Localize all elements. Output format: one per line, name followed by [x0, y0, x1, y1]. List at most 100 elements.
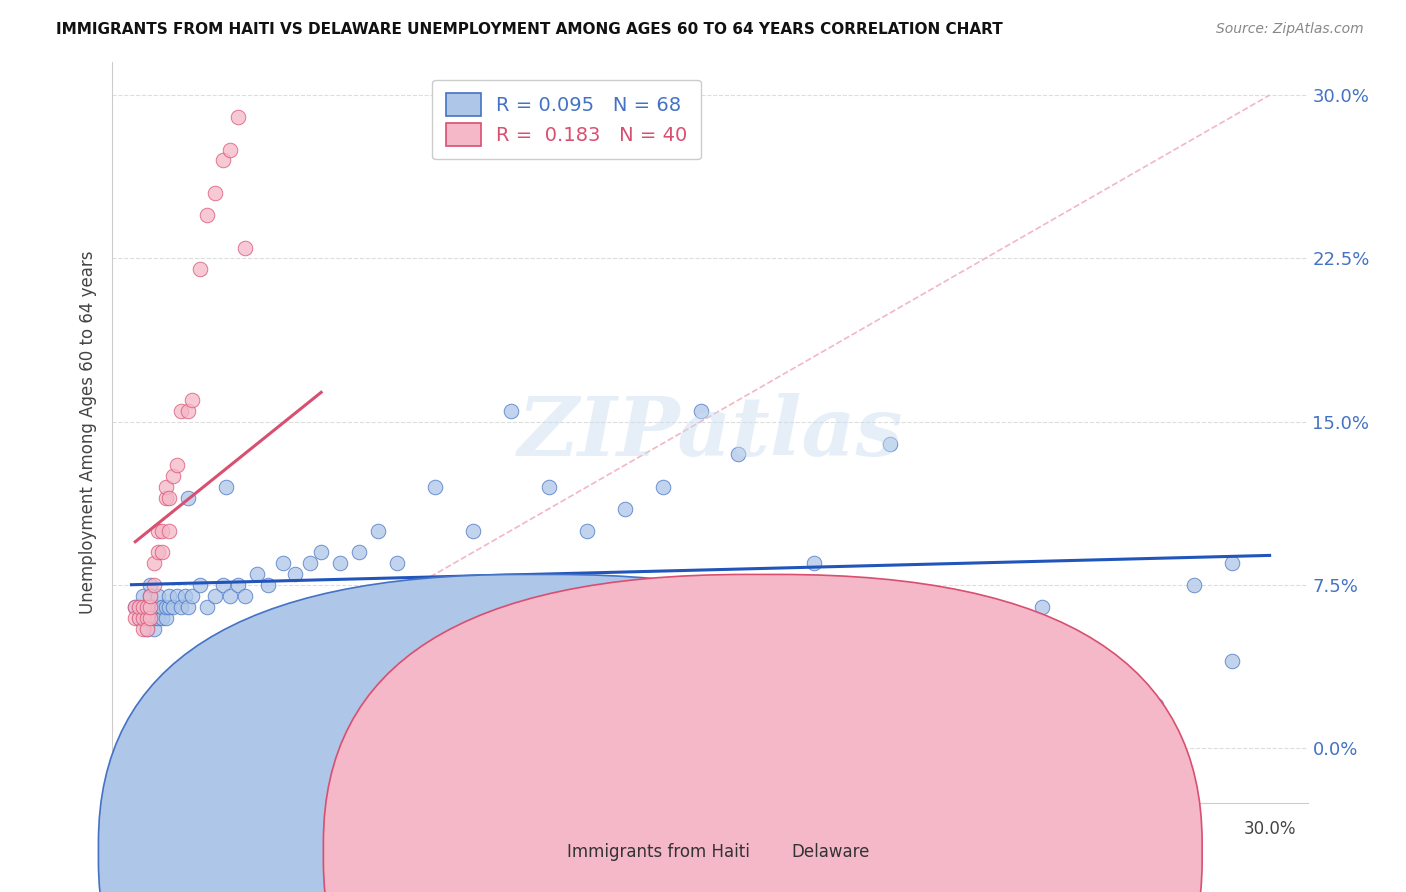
- Point: [188, 262, 211, 277]
- Point: [155, 599, 177, 614]
- Point: [139, 599, 162, 614]
- Text: ZIPatlas: ZIPatlas: [517, 392, 903, 473]
- Point: [385, 556, 408, 570]
- Point: [146, 589, 169, 603]
- Point: [461, 524, 484, 538]
- Point: [143, 578, 166, 592]
- Point: [139, 599, 162, 614]
- Point: [132, 599, 155, 614]
- Point: [246, 622, 269, 636]
- Text: Source: ZipAtlas.com: Source: ZipAtlas.com: [1216, 22, 1364, 37]
- Point: [128, 599, 150, 614]
- Point: [135, 611, 157, 625]
- Point: [170, 599, 193, 614]
- Point: [177, 491, 200, 505]
- Point: [211, 153, 233, 168]
- Point: [150, 599, 173, 614]
- Point: [166, 589, 188, 603]
- Point: [257, 654, 280, 668]
- Point: [226, 110, 249, 124]
- Point: [139, 578, 162, 592]
- Point: [128, 599, 150, 614]
- Point: [177, 599, 200, 614]
- Point: [257, 578, 280, 592]
- Point: [155, 480, 177, 494]
- Point: [157, 491, 180, 505]
- Point: [204, 589, 226, 603]
- Text: Immigrants from Haiti: Immigrants from Haiti: [567, 843, 749, 861]
- Point: [181, 589, 204, 603]
- Point: [1069, 698, 1091, 712]
- Point: [135, 599, 157, 614]
- Point: [233, 240, 256, 255]
- Point: [188, 578, 211, 592]
- Point: [139, 611, 162, 625]
- Point: [1182, 578, 1205, 592]
- Point: [124, 599, 146, 614]
- Point: [146, 611, 169, 625]
- FancyBboxPatch shape: [98, 574, 977, 892]
- Point: [204, 186, 226, 200]
- Y-axis label: Unemployment Among Ages 60 to 64 years: Unemployment Among Ages 60 to 64 years: [79, 251, 97, 615]
- Point: [132, 611, 155, 625]
- Point: [291, 654, 314, 668]
- Point: [879, 436, 901, 450]
- Point: [537, 480, 560, 494]
- Point: [155, 611, 177, 625]
- Point: [329, 556, 352, 570]
- Point: [233, 589, 256, 603]
- Point: [135, 599, 157, 614]
- Point: [155, 491, 177, 505]
- Point: [139, 611, 162, 625]
- Point: [162, 469, 184, 483]
- Point: [309, 545, 332, 559]
- Point: [135, 622, 157, 636]
- Text: Delaware: Delaware: [792, 843, 870, 861]
- Point: [132, 611, 155, 625]
- Point: [347, 545, 370, 559]
- Point: [177, 404, 200, 418]
- Point: [162, 599, 184, 614]
- Point: [195, 208, 218, 222]
- Point: [1220, 556, 1243, 570]
- Point: [135, 611, 157, 625]
- Point: [727, 447, 749, 461]
- Point: [651, 480, 673, 494]
- Point: [143, 611, 166, 625]
- Point: [132, 599, 155, 614]
- Point: [284, 567, 307, 582]
- Point: [146, 524, 169, 538]
- Point: [139, 589, 162, 603]
- Point: [367, 524, 389, 538]
- Point: [128, 611, 150, 625]
- Point: [271, 665, 294, 680]
- Text: 0.0%: 0.0%: [111, 821, 152, 838]
- Point: [132, 622, 155, 636]
- Text: IMMIGRANTS FROM HAITI VS DELAWARE UNEMPLOYMENT AMONG AGES 60 TO 64 YEARS CORRELA: IMMIGRANTS FROM HAITI VS DELAWARE UNEMPL…: [56, 22, 1002, 37]
- Point: [219, 589, 242, 603]
- Point: [157, 589, 180, 603]
- Text: 30.0%: 30.0%: [1243, 821, 1296, 838]
- Point: [166, 458, 188, 473]
- Point: [157, 524, 180, 538]
- Point: [124, 599, 146, 614]
- Point: [215, 480, 238, 494]
- Point: [246, 567, 269, 582]
- Point: [1144, 698, 1167, 712]
- Point: [143, 556, 166, 570]
- Point: [157, 599, 180, 614]
- Point: [128, 611, 150, 625]
- Point: [1031, 599, 1053, 614]
- Point: [143, 599, 166, 614]
- Point: [195, 599, 218, 614]
- FancyBboxPatch shape: [323, 574, 1202, 892]
- Point: [150, 524, 173, 538]
- Point: [170, 404, 193, 418]
- Point: [575, 524, 598, 538]
- Point: [955, 599, 977, 614]
- Point: [181, 392, 204, 407]
- Point: [803, 556, 825, 570]
- Point: [613, 501, 636, 516]
- Point: [173, 589, 195, 603]
- Point: [298, 556, 321, 570]
